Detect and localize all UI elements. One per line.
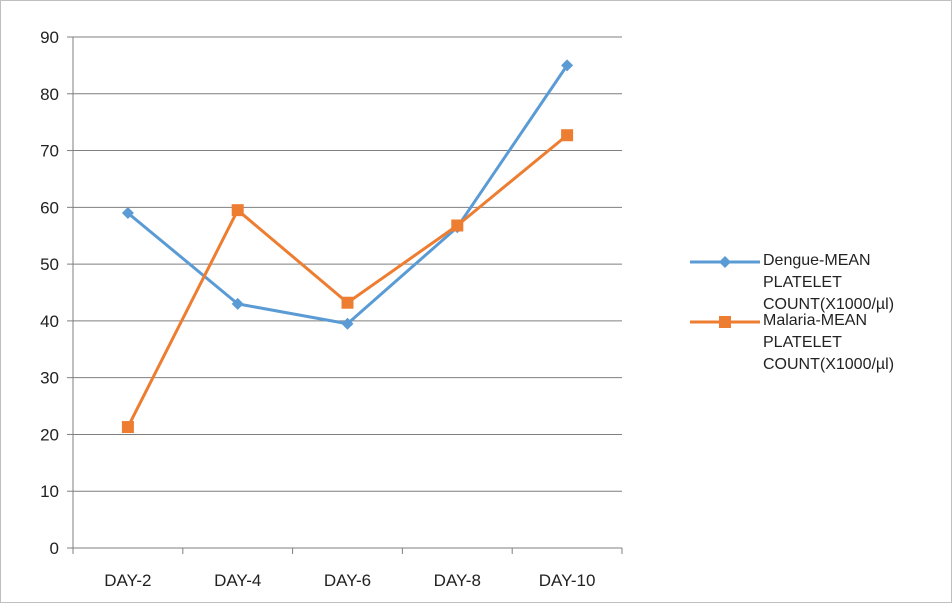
- y-tick-label: 80: [40, 85, 59, 104]
- y-tick-labels: 0 10 20 30 40 50 60 70 80 90: [40, 28, 59, 558]
- data-point-malaria: [231, 204, 244, 217]
- legend-item-malaria: Malaria-MEAN PLATELET COUNT(X1000/µl): [690, 310, 945, 373]
- gridlines: [73, 36, 622, 492]
- series-line-0: [126, 64, 569, 326]
- data-point-malaria: [121, 421, 134, 434]
- y-tick-label: 40: [40, 312, 59, 331]
- data-point-dengue: [121, 207, 134, 220]
- y-tick-label: 10: [40, 482, 59, 501]
- data-point-dengue: [561, 59, 574, 72]
- x-tick-label: DAY-8: [434, 571, 481, 590]
- data-point-malaria: [561, 129, 574, 142]
- data-point-dengue: [231, 297, 244, 310]
- y-tick-label: 0: [50, 539, 59, 558]
- y-tick-label: 20: [40, 425, 59, 444]
- y-tick-label: 60: [40, 198, 59, 217]
- y-tick-label: 50: [40, 255, 59, 274]
- legend-swatch-malaria: [690, 316, 760, 328]
- y-tick-label: 70: [40, 142, 59, 161]
- x-tick-label: DAY-10: [539, 571, 596, 590]
- data-point-malaria: [341, 296, 354, 309]
- legend-swatch-dengue: [690, 256, 760, 268]
- x-tick-label: DAY-6: [324, 571, 371, 590]
- legend: Dengue-MEAN PLATELET COUNT(X1000/µl) Mal…: [690, 250, 945, 373]
- x-tick-labels: DAY-2 DAY-4 DAY-6 DAY-8 DAY-10: [104, 571, 595, 590]
- plot-area: [121, 59, 574, 434]
- legend-label-dengue: Dengue-MEAN PLATELET COUNT(X1000/µl): [763, 252, 895, 313]
- x-tick-label: DAY-4: [214, 571, 261, 590]
- series-line-1: [126, 134, 569, 428]
- y-tick-label: 90: [40, 28, 59, 47]
- data-point-dengue: [341, 317, 354, 330]
- axes: [67, 36, 623, 554]
- legend-label-malaria: Malaria-MEAN PLATELET COUNT(X1000/µl): [763, 312, 895, 373]
- x-tick-label: DAY-2: [104, 571, 151, 590]
- y-tick-label: 30: [40, 369, 59, 388]
- data-point-malaria: [451, 219, 464, 232]
- legend-item-dengue: Dengue-MEAN PLATELET COUNT(X1000/µl): [690, 250, 945, 313]
